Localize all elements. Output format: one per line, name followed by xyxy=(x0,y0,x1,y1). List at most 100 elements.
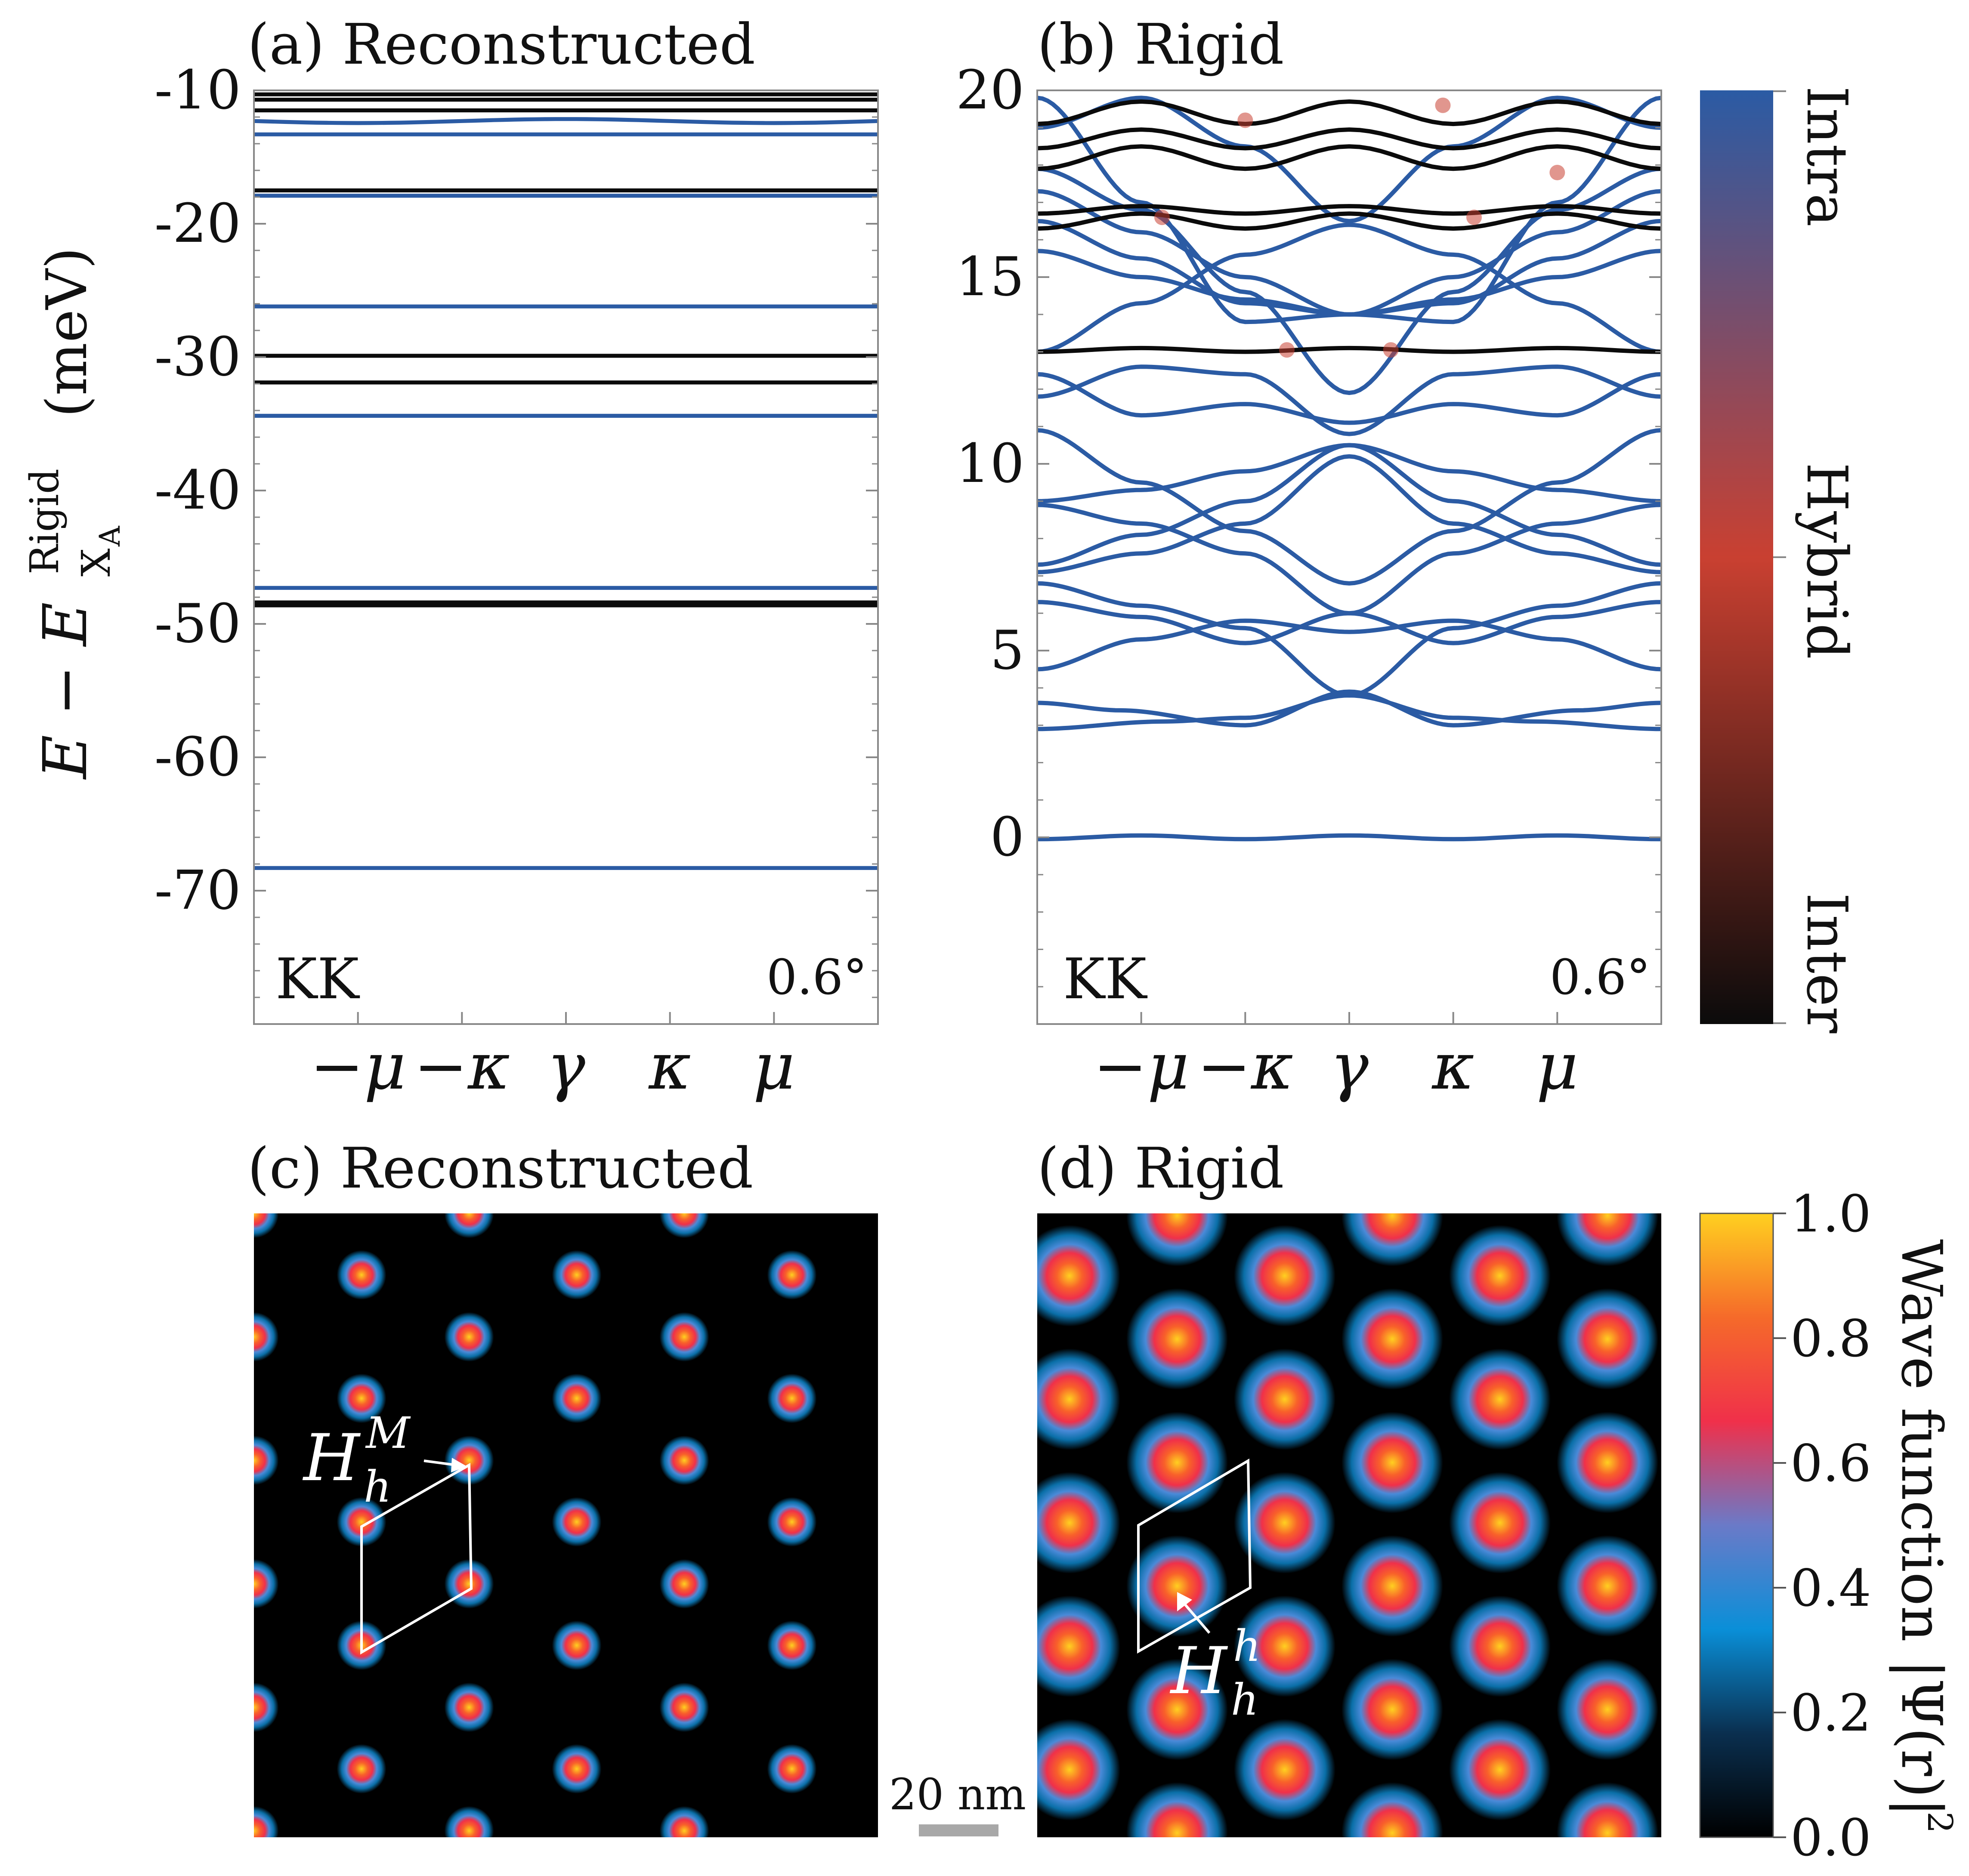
panel-a-ytick-label: -60 xyxy=(155,726,241,788)
wavefunction-spot-c xyxy=(767,1744,817,1794)
panel-b-plot xyxy=(1037,90,1661,1024)
panel-c-map xyxy=(254,1213,878,1876)
wavefunction-spot-d xyxy=(1342,1412,1443,1513)
colorbar-bottom: 0.0 0.2 0.4 0.6 0.8 1.0 Wave function |Ψ(r)| … xyxy=(1699,1184,1960,1867)
band-flat-inter xyxy=(1037,204,1661,216)
band-curve-intra xyxy=(1037,618,1661,672)
scalebar: 20 nm xyxy=(889,1769,1026,1836)
colorbar-bottom-tick-label: 1.0 xyxy=(1790,1184,1871,1243)
band-curve-intra xyxy=(1037,454,1661,574)
wavefunction-spot-c xyxy=(444,1806,494,1837)
panel-b-bands xyxy=(1037,96,1661,842)
panel-b-ytick-label: 10 xyxy=(956,432,1024,495)
wavefunction-spot-c xyxy=(254,1435,279,1485)
wavefunction-spot-c xyxy=(767,1250,817,1300)
wavefunction-spot-c xyxy=(552,1868,602,1876)
wavefunction-spot-d xyxy=(1234,1595,1335,1697)
panel-a-ylabel-sub: X xyxy=(73,548,119,577)
wavefunction-spot-d xyxy=(1126,1659,1228,1760)
wavefunction-spot-c xyxy=(254,1559,279,1609)
panel-d-annotation-sub: h xyxy=(1231,1675,1258,1725)
panel-b-xtick-label: γ xyxy=(1330,1029,1369,1104)
panel-b-ytick-label: 20 xyxy=(956,59,1024,121)
wavefunction-spot-d xyxy=(1557,1782,1658,1837)
panel-a-xtick-label: κ xyxy=(648,1029,691,1104)
wavefunction-spot-c xyxy=(444,1682,494,1732)
wavefunction-spot-d xyxy=(1126,1213,1228,1266)
colorbar-bottom-tick-label: 0.4 xyxy=(1790,1558,1871,1618)
wavefunction-spot-c xyxy=(659,1682,709,1732)
wavefunction-spot-c xyxy=(444,1312,494,1362)
band-line-intra xyxy=(254,117,878,125)
panel-c-unit-cell xyxy=(360,1463,473,1655)
band-curve-intra xyxy=(1037,222,1661,354)
panel-a-xtick-label: −κ xyxy=(414,1029,510,1104)
panel-a-xtick-label: −μ xyxy=(310,1029,406,1104)
wavefunction-spot-c xyxy=(337,1868,386,1876)
hybrid-crossing xyxy=(1466,210,1482,225)
panel-a: (a) Reconstructed -10 -20 -30 -40 -50 -60 -70 −… xyxy=(22,12,879,1104)
panel-b-xtick-label: μ xyxy=(1536,1029,1579,1104)
panel-c-annotation-arrow xyxy=(423,1459,457,1466)
wavefunction-spot-d xyxy=(1557,1659,1658,1760)
panel-a-plot xyxy=(254,90,878,1024)
colorbar-top-label-inter: Inter xyxy=(1794,893,1860,1034)
wavefunction-spot-d xyxy=(1234,1472,1335,1574)
band-curve-intra xyxy=(1037,372,1661,425)
colorbar-bottom-tick-label: 0.6 xyxy=(1790,1434,1871,1493)
panel-d-spots xyxy=(1019,1213,1658,1876)
panel-a-inset-right: 0.6° xyxy=(767,950,867,1006)
panel-a-ytick-label: -30 xyxy=(155,326,241,388)
panel-c-annotation-sub: h xyxy=(364,1462,391,1512)
wavefunction-spot-c xyxy=(337,1250,386,1300)
wavefunction-spot-c xyxy=(767,1620,817,1670)
panel-a-ylabel: E − E Rigid X A (meV) xyxy=(22,247,127,780)
band-curve-intra xyxy=(1037,167,1661,395)
band-curve-intra xyxy=(1037,428,1661,586)
wavefunction-spot-d xyxy=(1557,1213,1658,1266)
wavefunction-spot-d xyxy=(1037,1348,1120,1450)
panel-d-annotation: H h h xyxy=(1169,1592,1261,1725)
band-flat-inter xyxy=(1037,127,1661,151)
wavefunction-spot-d xyxy=(1234,1719,1335,1820)
wavefunction-spot-c xyxy=(767,1868,817,1876)
wavefunction-spot-d xyxy=(1342,1288,1443,1390)
panel-c-annotation: H h M xyxy=(302,1408,467,1512)
panel-b-xtick-label: −κ xyxy=(1197,1029,1293,1104)
panel-a-ytick-label: -10 xyxy=(155,59,241,121)
band-flat-intra xyxy=(1037,833,1661,842)
hybrid-crossing xyxy=(1154,210,1170,225)
panel-a-ylabel-main: E − E xyxy=(31,602,101,780)
wavefunction-spot-c xyxy=(659,1213,709,1238)
wavefunction-spot-c xyxy=(337,1373,386,1423)
panel-c-title: (c) Reconstructed xyxy=(247,1135,753,1201)
wavefunction-spot-d xyxy=(1234,1842,1335,1876)
wavefunction-spot-d xyxy=(1019,1842,1120,1876)
wavefunction-spot-d xyxy=(1126,1412,1228,1513)
wavefunction-spot-c xyxy=(659,1806,709,1837)
wavefunction-spot-c xyxy=(552,1250,602,1300)
wavefunction-spot-d xyxy=(1037,1719,1120,1820)
panel-d-annotation-base: H xyxy=(1169,1634,1228,1709)
panel-b-xtick-label: −μ xyxy=(1093,1029,1189,1104)
wavefunction-spot-d xyxy=(1342,1659,1443,1760)
band-curve-intra xyxy=(1037,443,1661,503)
wavefunction-spot-c xyxy=(659,1559,709,1609)
wavefunction-spot-d xyxy=(1234,1225,1335,1327)
wavefunction-spot-c xyxy=(659,1435,709,1485)
wavefunction-spot-c xyxy=(552,1744,602,1794)
colorbar-bottom-label: Wave function |Ψ(r)| 2 xyxy=(1889,1239,1960,1833)
wavefunction-spot-c xyxy=(254,1682,279,1732)
panel-b-inset-left: KK xyxy=(1063,946,1148,1012)
wavefunction-spot-c xyxy=(659,1312,709,1362)
panel-a-ytick-label: -50 xyxy=(155,592,241,655)
hybrid-crossing xyxy=(1383,342,1399,358)
wavefunction-spot-c xyxy=(254,1312,279,1362)
wavefunction-spot-c xyxy=(767,1497,817,1547)
wavefunction-spot-d xyxy=(1037,1225,1120,1327)
wavefunction-spot-d xyxy=(1126,1535,1228,1637)
hybrid-crossing xyxy=(1237,112,1253,128)
colorbar-bottom-ticks: 0.0 0.2 0.4 0.6 0.8 1.0 xyxy=(1773,1184,1871,1867)
panel-b-ytick-label: 0 xyxy=(990,806,1024,868)
